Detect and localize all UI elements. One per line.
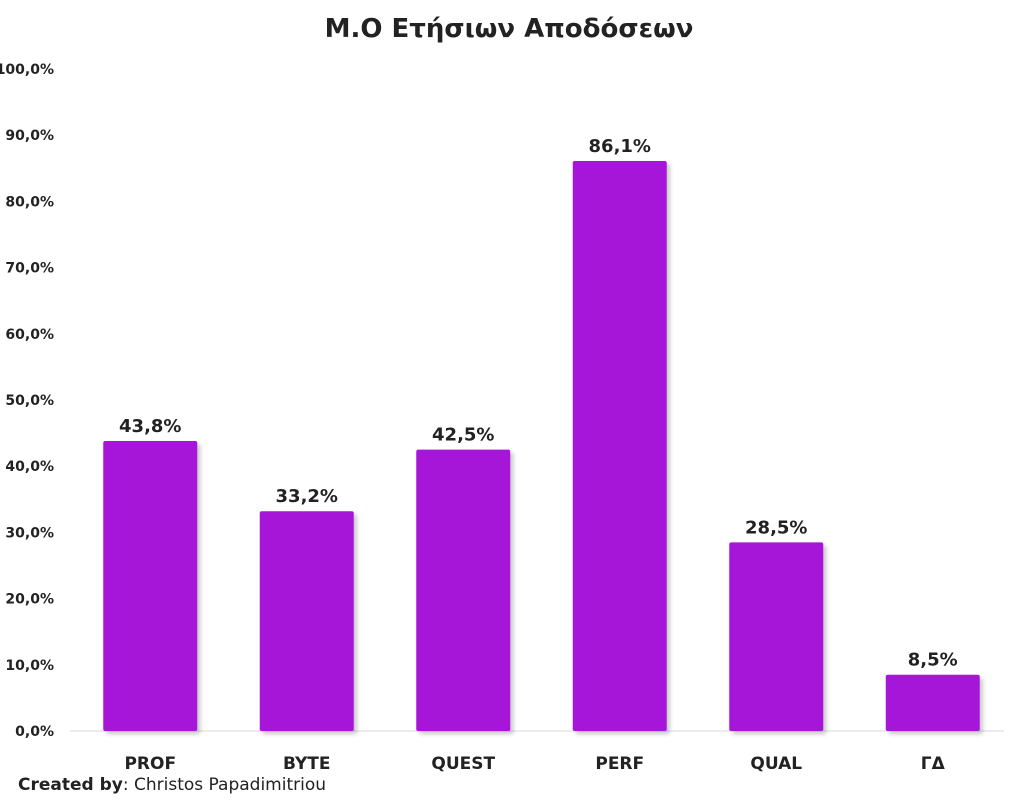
bar-qual	[729, 542, 824, 731]
data-label: 28,5%	[745, 517, 807, 538]
bar-γδ	[885, 674, 980, 731]
data-labels: 43,8% 33,2% 42,5% 86,1% 28,5% 8,5%	[119, 136, 958, 671]
y-tick-label: 10,0%	[5, 658, 54, 674]
chart-title: Μ.Ο Ετήσιων Αποδόσεων	[325, 14, 694, 44]
x-tick-label: ΓΔ	[921, 754, 946, 774]
y-tick-label: 80,0%	[5, 194, 54, 210]
y-tick-label: 50,0%	[5, 393, 54, 409]
y-tick-label: 90,0%	[5, 128, 54, 144]
bar-quest	[416, 449, 511, 731]
y-tick-label: 100,0%	[0, 62, 54, 78]
data-label: 43,8%	[119, 416, 181, 437]
y-tick-label: 0,0%	[15, 724, 54, 740]
y-tick-label: 20,0%	[5, 592, 54, 608]
data-label: 42,5%	[432, 425, 494, 446]
bar-perf	[572, 161, 667, 731]
credit-separator: :	[122, 775, 134, 795]
bar-byte	[259, 511, 354, 731]
x-tick-label: PROF	[124, 754, 176, 774]
x-tick-label: QUAL	[750, 754, 802, 774]
x-tick-label: QUEST	[431, 754, 495, 774]
y-tick-label: 70,0%	[5, 261, 54, 277]
y-tick-label: 60,0%	[5, 327, 54, 343]
credit-line: Created by: Christos Papadimitriou	[18, 775, 326, 795]
x-axis: PROF BYTE QUEST PERF QUAL ΓΔ	[124, 754, 945, 774]
y-tick-label: 30,0%	[5, 525, 54, 541]
data-label: 8,5%	[908, 650, 958, 671]
x-tick-label: PERF	[595, 754, 644, 774]
credit-label: Created by	[18, 775, 123, 795]
data-label: 86,1%	[589, 136, 651, 157]
bar-prof	[103, 441, 198, 731]
bars	[103, 161, 980, 731]
x-tick-label: BYTE	[283, 754, 331, 774]
data-label: 33,2%	[276, 486, 338, 507]
y-axis: 0,0% 10,0% 20,0% 30,0% 40,0% 50,0% 60,0% 70,0% 8…	[0, 62, 54, 740]
credit-author: Christos Papadimitriou	[134, 775, 327, 795]
y-tick-label: 40,0%	[5, 459, 54, 475]
